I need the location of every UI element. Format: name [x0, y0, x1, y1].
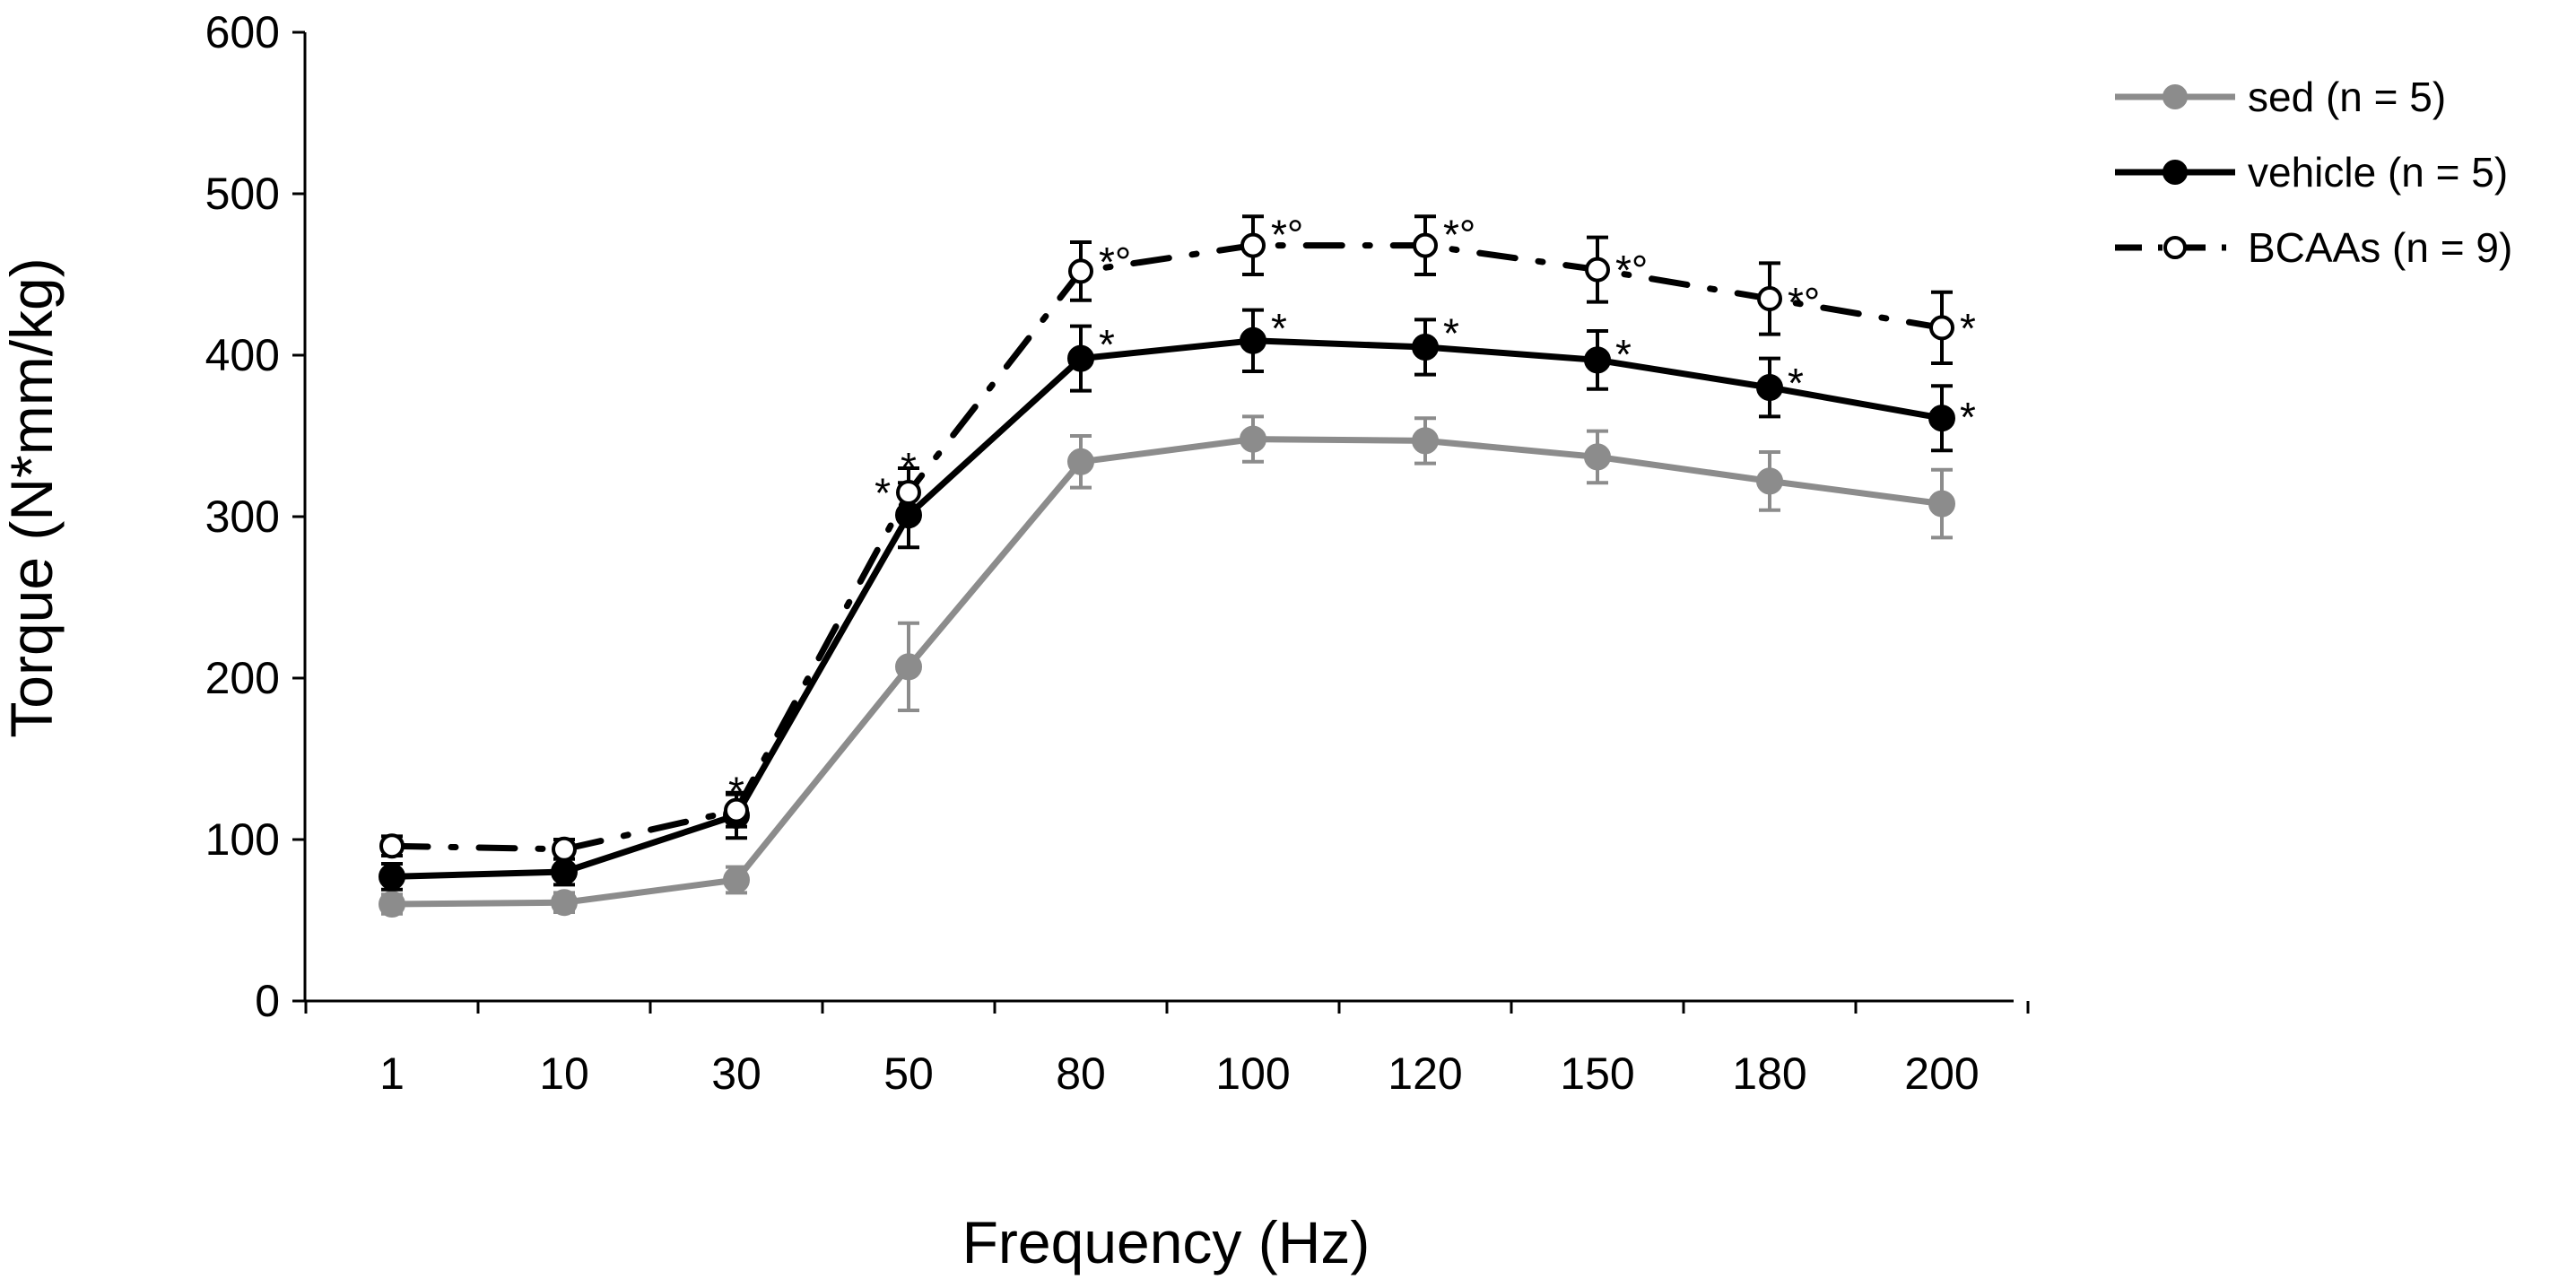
- legend-marker: [2163, 160, 2188, 185]
- x-tick-label: 180: [1732, 1049, 1806, 1099]
- data-point: [1756, 467, 1783, 495]
- legend-item: sed (n = 5): [2115, 74, 2446, 120]
- significance-marker: *°: [1271, 212, 1303, 258]
- y-tick-label: 300: [205, 492, 280, 542]
- significance-marker: *: [1443, 309, 1459, 356]
- data-point: [552, 836, 577, 862]
- data-point: [1412, 334, 1439, 361]
- significance-marker: *: [901, 444, 917, 491]
- series-layer: [379, 214, 1955, 918]
- data-point: [1413, 232, 1438, 258]
- series-2: [379, 308, 1955, 892]
- series-line: [388, 337, 1945, 880]
- data-point: [895, 653, 922, 681]
- y-tick-label: 500: [205, 169, 280, 219]
- significance-marker: *: [1271, 305, 1287, 352]
- significance-marker: *: [728, 769, 744, 815]
- data-point: [1584, 346, 1611, 374]
- data-point: [1929, 315, 1954, 341]
- data-point: [1240, 326, 1266, 354]
- x-tick-label: 10: [539, 1049, 589, 1099]
- significance-annotations: *****°**°**°**°**°**: [728, 212, 1976, 815]
- y-tick-label: 400: [205, 330, 280, 380]
- data-point: [1585, 257, 1610, 283]
- x-tick-label: 50: [883, 1049, 934, 1099]
- series-1: [379, 414, 1955, 918]
- significance-marker: *: [1788, 360, 1804, 406]
- data-point: [1068, 258, 1093, 284]
- significance-marker: *°: [1099, 239, 1131, 285]
- data-point: [1756, 374, 1783, 401]
- significance-marker: *: [1099, 321, 1115, 368]
- data-point: [1067, 344, 1094, 372]
- significance-marker: *: [1960, 394, 1976, 440]
- series-line: [388, 436, 1945, 908]
- data-point: [551, 858, 578, 885]
- data-point: [723, 866, 750, 893]
- data-point: [1928, 490, 1955, 518]
- legend-label: sed (n = 5): [2248, 74, 2446, 120]
- x-tick-label: 1: [379, 1049, 405, 1099]
- data-point: [1584, 443, 1611, 471]
- axes-layer: 0 100 200 300 400 500 600 1 10 30 50 80 100 120 150 180…: [205, 7, 2030, 1099]
- data-point: [1240, 232, 1266, 258]
- y-axis-title: Torque (N*mm/kg): [0, 257, 65, 737]
- y-tick-label: 600: [205, 7, 280, 57]
- data-point: [724, 797, 749, 823]
- significance-marker: *: [1960, 305, 1976, 352]
- significance-marker: *: [1615, 331, 1632, 378]
- legend-item: vehicle (n = 5): [2115, 149, 2508, 196]
- significance-marker: *°: [1443, 212, 1475, 258]
- legend-label: BCAAs (n = 9): [2248, 224, 2512, 271]
- legend-item: BCAAs (n = 9): [2115, 224, 2512, 271]
- legend: sed (n = 5) vehicle (n = 5) BCAAs (n = 9): [2115, 74, 2512, 271]
- significance-marker: *°: [1788, 279, 1820, 326]
- x-axis-title: Frequency (Hz): [962, 1209, 1371, 1275]
- series-3: [379, 214, 1954, 862]
- x-tick-label: 100: [1215, 1049, 1290, 1099]
- data-point: [896, 480, 921, 505]
- y-tick-label: 100: [205, 814, 280, 865]
- x-tick-label: 120: [1388, 1049, 1462, 1099]
- data-point: [379, 833, 405, 859]
- legend-marker: [2163, 236, 2187, 259]
- data-point: [379, 891, 405, 918]
- data-point: [1928, 405, 1955, 432]
- data-point: [1412, 427, 1439, 455]
- legend-marker: [2163, 84, 2188, 109]
- data-point: [379, 863, 405, 891]
- y-tick-label: 0: [255, 976, 280, 1026]
- data-point: [1240, 425, 1266, 453]
- data-point: [1757, 286, 1782, 311]
- x-tick-label: 80: [1056, 1049, 1106, 1099]
- significance-marker: *: [875, 470, 891, 517]
- data-point: [1067, 448, 1094, 475]
- data-point: [551, 889, 578, 917]
- significance-marker: *°: [1615, 247, 1648, 293]
- x-tick-label: 30: [711, 1049, 761, 1099]
- x-tick-label: 200: [1904, 1049, 1979, 1099]
- series-line: [388, 242, 1945, 853]
- x-tick-label: 150: [1560, 1049, 1634, 1099]
- legend-label: vehicle (n = 5): [2248, 149, 2508, 196]
- y-tick-label: 200: [205, 653, 280, 703]
